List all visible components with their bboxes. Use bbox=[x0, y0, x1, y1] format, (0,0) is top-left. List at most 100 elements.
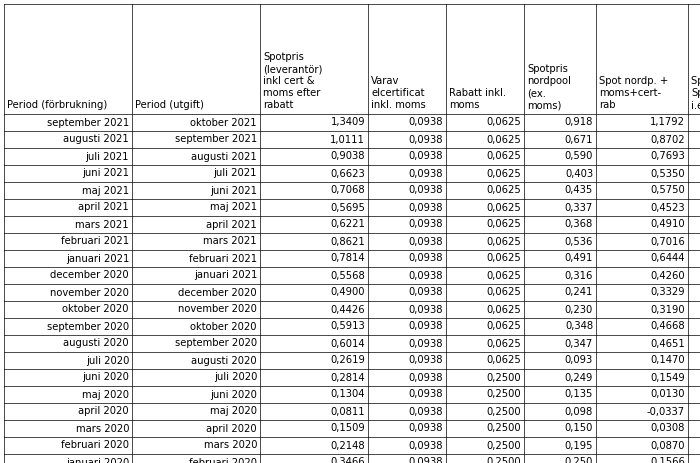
Text: mars 2021: mars 2021 bbox=[204, 237, 257, 246]
Text: 0,0938: 0,0938 bbox=[409, 457, 443, 463]
Text: 0,0938: 0,0938 bbox=[409, 321, 443, 332]
Text: 0,7693: 0,7693 bbox=[650, 151, 685, 162]
Text: maj 2021: maj 2021 bbox=[210, 202, 257, 213]
Text: januari 2021: januari 2021 bbox=[66, 254, 129, 263]
Text: 0,4426: 0,4426 bbox=[330, 305, 365, 314]
Text: 0,6623: 0,6623 bbox=[330, 169, 365, 179]
Text: juli 2020: juli 2020 bbox=[214, 373, 257, 382]
Text: 0,1470: 0,1470 bbox=[650, 356, 685, 365]
Text: 0,0938: 0,0938 bbox=[409, 134, 443, 144]
Text: 0,316: 0,316 bbox=[565, 270, 593, 281]
Text: 0,249: 0,249 bbox=[565, 373, 593, 382]
Text: Period (utgift): Period (utgift) bbox=[135, 100, 204, 110]
Text: augusti 2020: augusti 2020 bbox=[191, 356, 257, 365]
Text: 0,491: 0,491 bbox=[565, 254, 593, 263]
Text: 0,0625: 0,0625 bbox=[486, 254, 521, 263]
Text: 0,8621: 0,8621 bbox=[330, 237, 365, 246]
Text: 0,0130: 0,0130 bbox=[650, 389, 685, 400]
Text: 0,348: 0,348 bbox=[565, 321, 593, 332]
Text: 0,4910: 0,4910 bbox=[650, 219, 685, 230]
Text: januari 2021: januari 2021 bbox=[194, 270, 257, 281]
Text: Spotpris
nordpool
(ex.
moms): Spotpris nordpool (ex. moms) bbox=[527, 64, 571, 110]
Text: 0,098: 0,098 bbox=[565, 407, 593, 417]
Text: augusti 2021: augusti 2021 bbox=[63, 134, 129, 144]
Text: maj 2020: maj 2020 bbox=[210, 407, 257, 417]
Text: 0,4651: 0,4651 bbox=[650, 338, 685, 349]
Text: Varav
elcertificat
inkl. moms: Varav elcertificat inkl. moms bbox=[371, 76, 426, 110]
Text: 0,7016: 0,7016 bbox=[650, 237, 685, 246]
Text: 1,3409: 1,3409 bbox=[330, 118, 365, 127]
Text: 0,0625: 0,0625 bbox=[486, 134, 521, 144]
Text: 0,4260: 0,4260 bbox=[650, 270, 685, 281]
Text: januari 2020: januari 2020 bbox=[66, 457, 129, 463]
Text: 1,0111: 1,0111 bbox=[330, 134, 365, 144]
Text: 0,0938: 0,0938 bbox=[409, 237, 443, 246]
Text: -0,0337: -0,0337 bbox=[647, 407, 685, 417]
Text: 0,0938: 0,0938 bbox=[409, 219, 443, 230]
Text: 0,195: 0,195 bbox=[564, 440, 593, 450]
Text: september 2021: september 2021 bbox=[175, 134, 257, 144]
Text: 0,6444: 0,6444 bbox=[650, 254, 685, 263]
Text: 0,9038: 0,9038 bbox=[330, 151, 365, 162]
Text: 0,3190: 0,3190 bbox=[650, 305, 685, 314]
Text: 0,135: 0,135 bbox=[565, 389, 593, 400]
Text: 0,435: 0,435 bbox=[565, 186, 593, 195]
Text: december 2020: december 2020 bbox=[178, 288, 257, 298]
Text: 0,2148: 0,2148 bbox=[330, 440, 365, 450]
Text: 0,2500: 0,2500 bbox=[486, 373, 521, 382]
Text: juni 2020: juni 2020 bbox=[82, 373, 129, 382]
Text: 0,3329: 0,3329 bbox=[650, 288, 685, 298]
Text: november 2020: november 2020 bbox=[50, 288, 129, 298]
Text: 0,0938: 0,0938 bbox=[409, 424, 443, 433]
Text: 0,0625: 0,0625 bbox=[486, 270, 521, 281]
Text: Period (förbrukning): Period (förbrukning) bbox=[7, 100, 107, 110]
Text: 0,0625: 0,0625 bbox=[486, 169, 521, 179]
Text: 0,0938: 0,0938 bbox=[409, 407, 443, 417]
Text: 0,0625: 0,0625 bbox=[486, 321, 521, 332]
Text: 0,0625: 0,0625 bbox=[486, 356, 521, 365]
Text: 0,0938: 0,0938 bbox=[409, 270, 443, 281]
Text: 0,0811: 0,0811 bbox=[330, 407, 365, 417]
Text: 0,7814: 0,7814 bbox=[330, 254, 365, 263]
Text: maj 2021: maj 2021 bbox=[82, 186, 129, 195]
Text: oktober 2020: oktober 2020 bbox=[190, 321, 257, 332]
Text: 0,0625: 0,0625 bbox=[486, 151, 521, 162]
Text: 0,0870: 0,0870 bbox=[650, 440, 685, 450]
Text: 0,241: 0,241 bbox=[565, 288, 593, 298]
Text: 0,150: 0,150 bbox=[565, 424, 593, 433]
Text: april 2021: april 2021 bbox=[78, 202, 129, 213]
Text: 0,0938: 0,0938 bbox=[409, 338, 443, 349]
Text: april 2020: april 2020 bbox=[206, 424, 257, 433]
Text: 0,6221: 0,6221 bbox=[330, 219, 365, 230]
Text: 0,7068: 0,7068 bbox=[330, 186, 365, 195]
Text: 0,4900: 0,4900 bbox=[330, 288, 365, 298]
Text: 0,536: 0,536 bbox=[565, 237, 593, 246]
Text: 0,368: 0,368 bbox=[565, 219, 593, 230]
Text: februari 2020: februari 2020 bbox=[61, 440, 129, 450]
Text: september 2020: september 2020 bbox=[175, 338, 257, 349]
Text: april 2020: april 2020 bbox=[78, 407, 129, 417]
Text: Spot nordp. +
moms+cert-
rab: Spot nordp. + moms+cert- rab bbox=[599, 76, 668, 110]
Text: juni 2020: juni 2020 bbox=[210, 389, 257, 400]
Text: 0,0938: 0,0938 bbox=[409, 151, 443, 162]
Text: mars 2020: mars 2020 bbox=[76, 424, 129, 433]
Text: 0,0938: 0,0938 bbox=[409, 254, 443, 263]
Text: 0,0625: 0,0625 bbox=[486, 288, 521, 298]
Text: 0,2500: 0,2500 bbox=[486, 389, 521, 400]
Text: 0,0938: 0,0938 bbox=[409, 202, 443, 213]
Text: Spot(lev) /
Spot(nordpool).
i.e. (kolumn P/T): Spot(lev) / Spot(nordpool). i.e. (kolumn… bbox=[691, 76, 700, 110]
Text: juli 2021: juli 2021 bbox=[85, 151, 129, 162]
Text: 0,671: 0,671 bbox=[564, 134, 593, 144]
Text: 0,5695: 0,5695 bbox=[330, 202, 365, 213]
Text: 0,0938: 0,0938 bbox=[409, 373, 443, 382]
Text: 0,0308: 0,0308 bbox=[650, 424, 685, 433]
Text: 0,0938: 0,0938 bbox=[409, 440, 443, 450]
Text: 0,0625: 0,0625 bbox=[486, 237, 521, 246]
Text: 0,6014: 0,6014 bbox=[330, 338, 365, 349]
Text: juni 2021: juni 2021 bbox=[82, 169, 129, 179]
Text: april 2021: april 2021 bbox=[206, 219, 257, 230]
Text: 0,1566: 0,1566 bbox=[650, 457, 685, 463]
Text: 0,0938: 0,0938 bbox=[409, 305, 443, 314]
Text: Spotpris
(leverantör)
inkl cert &
moms efter
rabatt: Spotpris (leverantör) inkl cert & moms e… bbox=[263, 52, 323, 110]
Text: 0,590: 0,590 bbox=[565, 151, 593, 162]
